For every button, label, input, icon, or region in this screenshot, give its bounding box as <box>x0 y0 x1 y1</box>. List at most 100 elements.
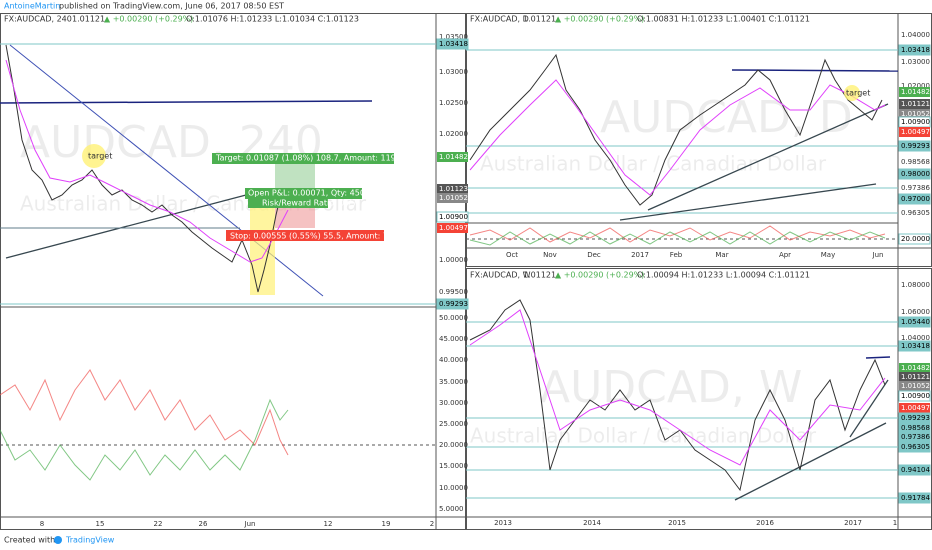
last: 1.01121 <box>523 15 556 24</box>
price-label: 1.00000 <box>439 256 468 264</box>
date-label: Feb <box>670 251 683 259</box>
date-label: Jun <box>872 251 884 259</box>
price-badge <box>898 464 931 476</box>
date-label: Nov <box>543 251 557 259</box>
price-badge <box>899 99 930 109</box>
price-label: 1.00900 <box>901 118 930 126</box>
price-label: 1.02000 <box>901 82 930 90</box>
price-badge <box>899 363 930 373</box>
price-label: 1.01121 <box>901 100 930 108</box>
price-badge <box>898 340 931 352</box>
price-badge <box>898 492 931 504</box>
price-badge <box>898 140 931 152</box>
date-label: 2014 <box>583 519 601 527</box>
target-label: target <box>88 152 112 161</box>
price-label: 1.04000 <box>901 334 930 342</box>
price-label: 1.00497 <box>439 224 468 232</box>
price-badge <box>437 223 468 233</box>
price-label: 1.03418 <box>439 40 468 48</box>
price-label: 50.0000 <box>439 314 468 322</box>
price-label: 0.91784 <box>901 494 930 502</box>
price-label: 1.01482 <box>901 88 930 96</box>
price-label: 0.99500 <box>439 288 468 296</box>
price-label: 1.00900 <box>439 213 468 221</box>
last: 1.01121 <box>523 271 556 280</box>
price-label: 10.0000 <box>439 484 468 492</box>
price-badge <box>899 87 930 97</box>
logo <box>54 536 62 544</box>
date-label: 2017 <box>631 251 649 259</box>
left-drawings: AUDCAD, 240 Australian Dollar / Canadian… <box>0 43 436 481</box>
price-label: 1.01052 <box>439 194 468 202</box>
price-label: 1.06000 <box>901 308 930 316</box>
watermark: AUDCAD, D <box>600 92 853 143</box>
price-label: 1.00497 <box>901 128 930 136</box>
footer-brand[interactable]: TradingView <box>65 536 115 545</box>
price-label: 1.01052 <box>901 110 930 118</box>
date-label: 15 <box>96 520 105 528</box>
ohlc: O:1.00831 H:1.01233 L:1.00401 C:1.01121 <box>637 15 810 24</box>
date-label: 19 <box>382 520 391 528</box>
target-box <box>212 153 394 164</box>
price-label: 20.0000 <box>901 235 930 243</box>
price-badge <box>898 168 931 180</box>
price-label: 0.96305 <box>901 209 930 217</box>
date-label: 2015 <box>668 519 686 527</box>
symbol: FX:AUDCAD, W <box>470 271 531 280</box>
frames <box>0 13 932 530</box>
price-label: 1.08000 <box>901 281 930 289</box>
price-label: 30.0000 <box>439 399 468 407</box>
price-label: 0.94104 <box>901 466 930 474</box>
price-badge <box>437 193 468 203</box>
price-label: 1.01052 <box>901 382 930 390</box>
price-label: 45.0000 <box>439 335 468 343</box>
price-label: 0.98568 <box>901 424 930 432</box>
date-label: Oct <box>506 251 518 259</box>
date-label: 2017 <box>844 519 862 527</box>
target-text: Target: 0.01087 (1.08%) 108.7, Amount: 1… <box>215 154 414 163</box>
price-badge <box>898 44 931 56</box>
change: ▲ +0.00290 (+0.29%) <box>104 15 193 24</box>
price-label: 20.0000 <box>439 441 468 449</box>
price-label: 1.05440 <box>901 318 930 326</box>
date-label: Dec <box>587 251 601 259</box>
author[interactable]: AntoineMartin <box>4 2 60 11</box>
price-label: 15.0000 <box>439 462 468 470</box>
target-label: target <box>846 89 870 98</box>
price-badge <box>899 403 930 413</box>
price-label: 1.01482 <box>439 153 468 161</box>
price-label: 1.03500 <box>439 33 468 41</box>
price-label: 0.98568 <box>901 158 930 166</box>
ohlc: O:1.00094 H:1.01233 L:1.00094 C:1.01121 <box>637 271 810 280</box>
stop-text: Stop: 0.00555 (0.55%) 55.5, Amount: 750 <box>230 232 398 241</box>
price-label: 0.99293 <box>901 414 930 422</box>
change: ▲ +0.00290 (+0.29%) <box>555 15 644 24</box>
watermark: AUDCAD, W <box>540 362 802 413</box>
date-label: Apr <box>779 251 791 259</box>
watermark-sub: Australian Dollar / Canadian Dollar <box>470 424 817 448</box>
date-label: 1 <box>893 519 897 527</box>
price-label: 1.03000 <box>901 58 930 66</box>
date-label: 2016 <box>756 519 774 527</box>
change: ▲ +0.00290 (+0.29%) <box>555 271 644 280</box>
price-label: 0.98000 <box>901 170 930 178</box>
price-label: 1.03418 <box>901 342 930 350</box>
symbol: FX:AUDCAD, D <box>470 15 529 24</box>
price-badge <box>437 152 468 162</box>
price-badge <box>899 372 930 382</box>
price-badge <box>899 109 930 119</box>
date-label: 26 <box>199 520 208 528</box>
price-label: 5.0000 <box>439 505 464 513</box>
price-label: 1.00497 <box>901 404 930 412</box>
headers: FX:AUDCAD, 240 1.01121 ▲ +0.00290 (+0.29… <box>4 15 810 280</box>
price-label: 1.03000 <box>439 68 468 76</box>
date-label: 22 <box>154 520 163 528</box>
date-label: May <box>821 251 835 259</box>
price-label: 0.99293 <box>439 300 468 308</box>
price-badge <box>899 127 930 137</box>
price-badge <box>898 441 931 453</box>
pnl-text: Open P&L: 0.00071, Qty: 45045 <box>248 189 375 198</box>
date-label: 8 <box>40 520 44 528</box>
price-label: 0.97386 <box>901 433 930 441</box>
